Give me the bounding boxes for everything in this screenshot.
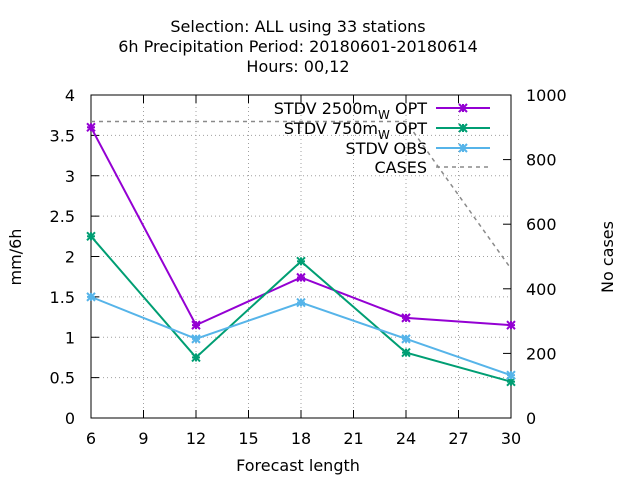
legend-subscript: W <box>378 108 390 122</box>
y-axis-label: mm/6h <box>6 229 25 286</box>
legend-name: CASES <box>374 158 427 177</box>
legend-label-2: STDV OBS <box>346 139 427 158</box>
x-tick-label: 6 <box>86 429 96 448</box>
data-point-2-2 <box>296 297 306 308</box>
x-axis-label: Forecast length <box>236 456 360 475</box>
y-tick-label: 1.5 <box>50 288 75 307</box>
data-point-2-0 <box>86 292 96 302</box>
data-point-2-4 <box>506 370 516 380</box>
y-tick-label: 3.5 <box>50 126 75 145</box>
x-tick-label: 30 <box>501 429 521 448</box>
x-tick-label: 9 <box>138 429 148 448</box>
legend-label-1: STDV 750mW OPT <box>284 119 427 142</box>
series-line-3 <box>91 120 512 270</box>
y-tick-label: 3 <box>65 167 75 186</box>
y-tick-label: 0.5 <box>50 369 75 388</box>
title-line: Selection: ALL using 33 stations <box>170 17 425 36</box>
data-point-1-2 <box>296 256 306 267</box>
grid <box>91 95 511 418</box>
x-tick-label: 12 <box>186 429 206 448</box>
data-point-0-1 <box>191 320 201 330</box>
series <box>86 120 516 387</box>
y-tick-label: 1 <box>65 328 75 347</box>
y-tick-label: 2 <box>65 248 75 267</box>
legend-name: STDV OBS <box>346 139 427 158</box>
data-point-0-4 <box>506 320 516 330</box>
y-tick-label: 4 <box>65 86 75 105</box>
data-point-1-1 <box>191 352 201 363</box>
y2-tick-label: 800 <box>526 151 557 170</box>
x-tick-label: 21 <box>343 429 363 448</box>
y-tick-labels: 0 0.5 1 1.5 2 2.5 3 3.5 4 <box>50 86 75 428</box>
data-point-2-3 <box>401 334 411 344</box>
y2-tick-label: 200 <box>526 344 557 363</box>
data-point-0-2 <box>296 272 306 283</box>
x-tick-label: 27 <box>448 429 468 448</box>
title-line: 6h Precipitation Period: 20180601-201806… <box>118 37 478 56</box>
data-point-0-0 <box>86 122 96 133</box>
legend-subscript: W <box>378 128 390 142</box>
data-point-2-1 <box>191 334 201 344</box>
data-point-1-3 <box>401 347 411 358</box>
x-tick-label: 24 <box>396 429 416 448</box>
y2-tick-label: 0 <box>526 409 536 428</box>
y2-tick-label: 1000 <box>526 86 567 105</box>
legend-suffix: OPT <box>390 99 427 118</box>
legend-name: STDV 2500m <box>274 99 378 118</box>
x-tick-label: 15 <box>238 429 258 448</box>
legend-name: STDV 750m <box>284 119 378 138</box>
y2-tick-label: 600 <box>526 215 557 234</box>
y2-tick-labels: 0 200 400 600 800 1000 <box>526 86 567 428</box>
legend-label-0: STDV 2500mW OPT <box>274 99 428 122</box>
data-point-0-3 <box>401 313 411 323</box>
data-point-1-0 <box>86 231 96 242</box>
legend-suffix: OPT <box>390 119 427 138</box>
title-line: Hours: 00,12 <box>246 57 349 76</box>
y2-axis-label: No cases <box>598 221 617 293</box>
y2-tick-label: 400 <box>526 280 557 299</box>
y-tick-label: 2.5 <box>50 207 75 226</box>
x-tick-label: 18 <box>291 429 311 448</box>
legend-marker-2 <box>458 143 468 153</box>
legend-marker-1 <box>458 123 468 133</box>
x-tick-labels: 6 9 12 15 18 21 24 27 30 <box>86 429 521 448</box>
legend-label-3: CASES <box>374 158 427 177</box>
y-tick-label: 0 <box>65 409 75 428</box>
legend-marker-0 <box>458 103 468 113</box>
